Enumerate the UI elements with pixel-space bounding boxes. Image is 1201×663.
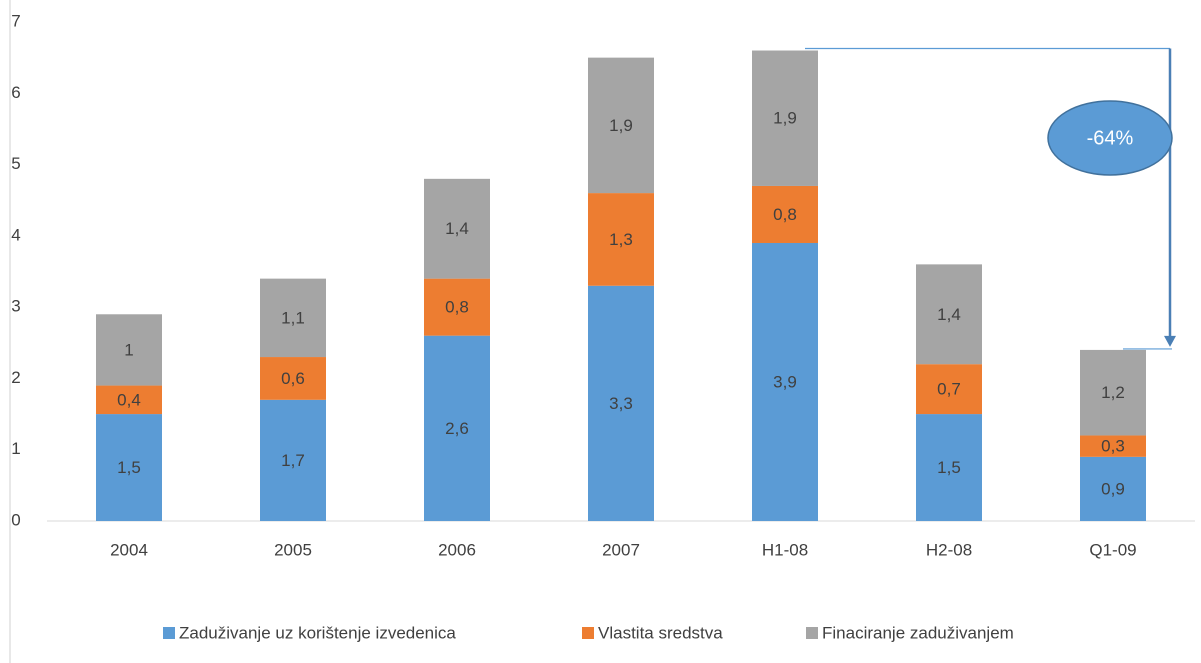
data-label: 1,3 bbox=[609, 230, 633, 249]
legend-label: Vlastita sredstva bbox=[598, 623, 723, 642]
legend-label: Finaciranje zaduživanjem bbox=[822, 623, 1014, 642]
bar-segment bbox=[260, 278, 326, 358]
bar-segment bbox=[752, 185, 818, 243]
x-tick-label: 2007 bbox=[602, 540, 640, 559]
annotation-bubble bbox=[1047, 100, 1173, 176]
bar-segment bbox=[96, 314, 162, 386]
bar-segment bbox=[260, 357, 326, 400]
y-tick-label: 1 bbox=[11, 439, 20, 458]
data-label: 0,6 bbox=[281, 369, 305, 388]
data-label: 1,4 bbox=[445, 219, 469, 238]
legend-swatch bbox=[806, 627, 818, 639]
bar-segment bbox=[588, 57, 654, 194]
legend-swatch bbox=[163, 627, 175, 639]
data-label: 0,3 bbox=[1101, 437, 1125, 456]
data-label: 0,4 bbox=[117, 390, 141, 409]
data-label: 3,9 bbox=[773, 372, 797, 391]
data-label: 3,3 bbox=[609, 394, 633, 413]
y-tick-label: 7 bbox=[11, 11, 20, 30]
legend-swatch bbox=[582, 627, 594, 639]
bar-segment bbox=[752, 50, 818, 186]
bar-segment bbox=[588, 285, 654, 521]
legend-label: Zaduživanje uz korištenje izvedenica bbox=[179, 623, 456, 642]
bar-segment bbox=[424, 178, 490, 279]
x-tick-label: H2-08 bbox=[926, 540, 972, 559]
data-label: 0,8 bbox=[445, 298, 469, 317]
y-tick-label: 6 bbox=[11, 83, 20, 102]
data-label: 1,4 bbox=[937, 305, 961, 324]
bar-segment bbox=[96, 414, 162, 521]
bar-segment bbox=[916, 364, 982, 415]
bar-segment bbox=[916, 264, 982, 365]
x-tick-label: 2006 bbox=[438, 540, 476, 559]
data-label: 1,9 bbox=[773, 109, 797, 128]
data-label: 1,5 bbox=[117, 458, 141, 477]
x-tick-label: 2004 bbox=[110, 540, 148, 559]
bar-segment bbox=[1080, 349, 1146, 436]
data-label: 1,7 bbox=[281, 451, 305, 470]
data-label: 1,2 bbox=[1101, 383, 1125, 402]
data-label: 0,9 bbox=[1101, 479, 1125, 498]
data-label: 0,8 bbox=[773, 205, 797, 224]
data-label: 1 bbox=[124, 340, 133, 359]
bar-segment bbox=[916, 414, 982, 521]
arrow-head bbox=[1164, 335, 1176, 347]
bar-segment bbox=[424, 278, 490, 336]
x-tick-label: H1-08 bbox=[762, 540, 808, 559]
data-label: 2,6 bbox=[445, 419, 469, 438]
data-label: 1,1 bbox=[281, 308, 305, 327]
y-tick-label: 0 bbox=[11, 510, 20, 529]
bar-segment bbox=[260, 399, 326, 521]
bar-segment bbox=[588, 193, 654, 286]
bar-segment bbox=[424, 335, 490, 521]
y-tick-label: 3 bbox=[11, 297, 20, 316]
bar-segment bbox=[1080, 456, 1146, 521]
bar-segment bbox=[1080, 435, 1146, 457]
x-tick-label: Q1-09 bbox=[1089, 540, 1136, 559]
bar-segment bbox=[752, 242, 818, 521]
data-label: 1,9 bbox=[609, 116, 633, 135]
x-tick-label: 2005 bbox=[274, 540, 312, 559]
y-tick-label: 2 bbox=[11, 368, 20, 387]
y-tick-label: 4 bbox=[11, 225, 20, 244]
annotation-text: -64% bbox=[1087, 127, 1134, 149]
data-label: 0,7 bbox=[937, 380, 961, 399]
y-tick-label: 5 bbox=[11, 154, 20, 173]
data-label: 1,5 bbox=[937, 458, 961, 477]
bar-segment bbox=[96, 385, 162, 415]
